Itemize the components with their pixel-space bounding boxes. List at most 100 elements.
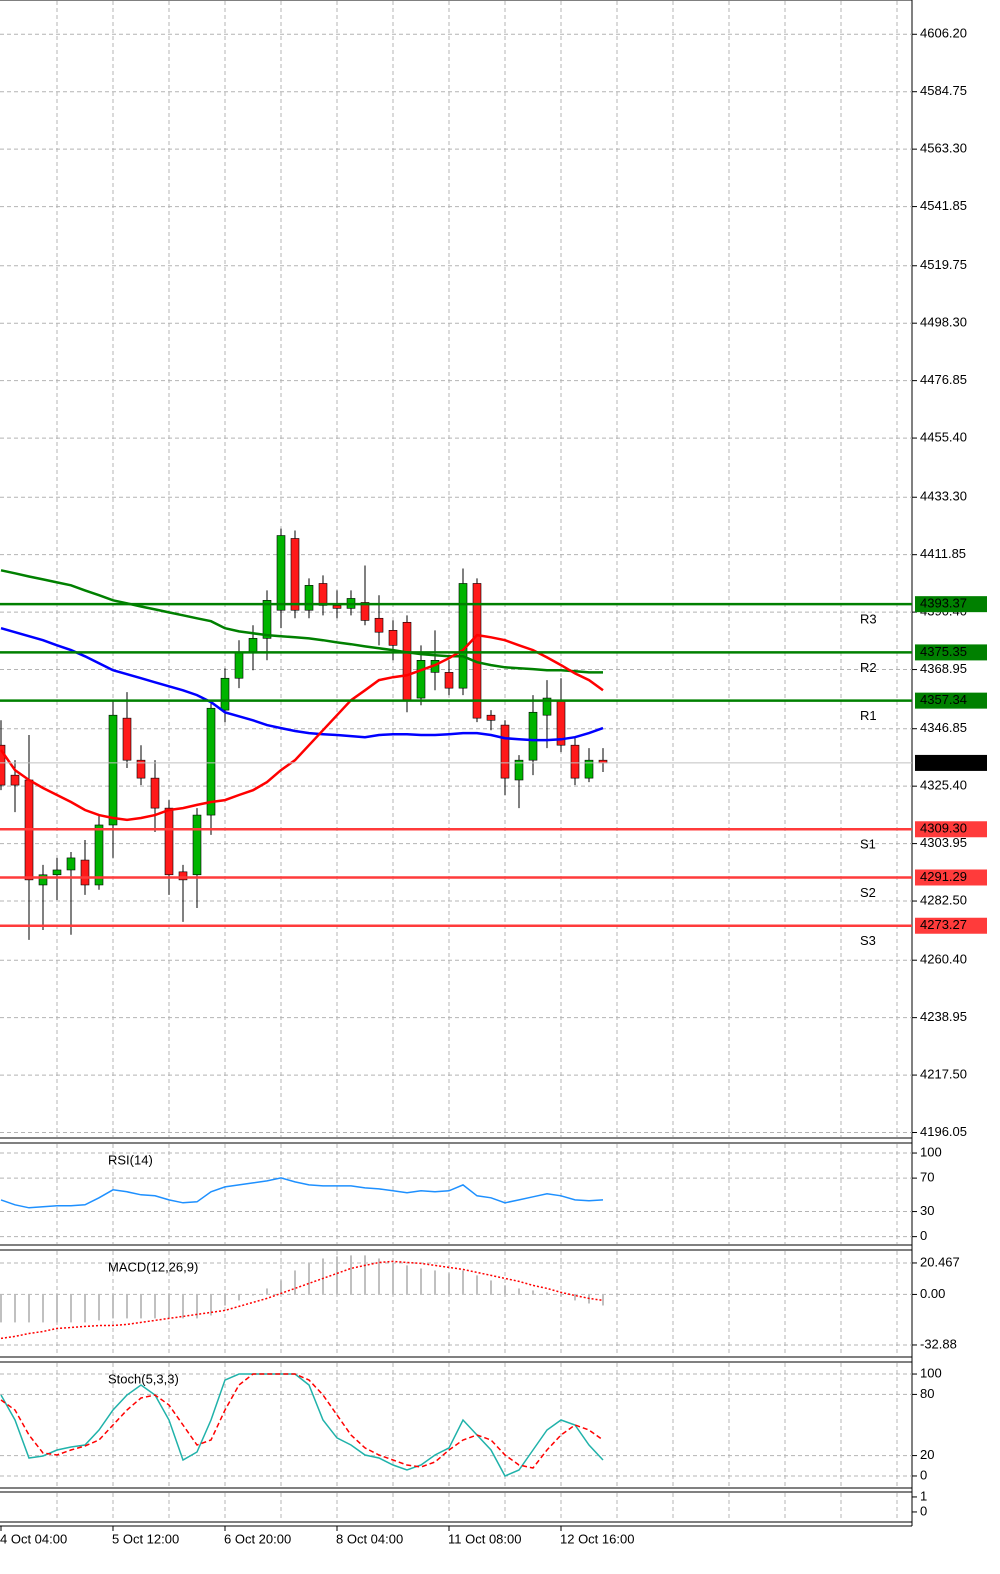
candle-body (52, 869, 62, 876)
y-tick-label: 0 (920, 1228, 927, 1243)
y-tick-label: 1 (920, 1488, 927, 1503)
histogram-bar (0, 1294, 2, 1323)
candle-body (500, 724, 510, 779)
pivot-level-value: 4375.35 (920, 644, 967, 659)
candle-body (486, 714, 496, 721)
candle-body (80, 859, 90, 886)
pivot-level-name: R1 (860, 708, 877, 723)
y-tick-label: 30 (920, 1203, 934, 1218)
pivot-level-value: 4393.37 (920, 596, 967, 611)
candle-body (136, 759, 146, 779)
candle-body (234, 651, 244, 679)
histogram-bar (420, 1268, 422, 1295)
y-tick-label: 4260.40 (920, 952, 967, 967)
candle-body (38, 874, 48, 886)
y-tick-label: 4455.40 (920, 430, 967, 445)
histogram-bar (378, 1258, 380, 1295)
y-tick-label: 4519.75 (920, 257, 967, 272)
histogram-bar (476, 1275, 478, 1295)
panel-frame (0, 1361, 913, 1489)
y-tick-label: 4411.85 (920, 546, 966, 561)
histogram-bar (238, 1294, 240, 1301)
indicator-title: MACD(12,26,9) (108, 1259, 198, 1274)
histogram-bar (154, 1294, 156, 1319)
x-tick-label: 6 Oct 20:00 (224, 1531, 291, 1546)
pivot-level-value: 4291.29 (920, 869, 967, 884)
pivot-level-name: S3 (860, 933, 876, 948)
pivot-level-value: 4309.30 (920, 821, 967, 836)
histogram-bar (280, 1280, 282, 1295)
histogram-bar (336, 1256, 338, 1295)
histogram-bar (448, 1273, 450, 1295)
x-tick-label: 5 Oct 12:00 (112, 1531, 179, 1546)
histogram-bar (140, 1294, 142, 1319)
candle-body (416, 660, 426, 699)
candle-body (150, 777, 160, 809)
histogram-bar (364, 1255, 366, 1295)
pivot-level-value: 4357.34 (920, 692, 967, 707)
pivot-level-name: S2 (860, 885, 876, 900)
pivot-level-tag (915, 869, 987, 886)
indicator-line (0, 1373, 604, 1477)
y-tick-label: 4346.85 (920, 720, 967, 735)
pivot-level-tag (915, 821, 987, 838)
candle-body (458, 583, 468, 689)
indicator-title: RSI(14) (108, 1152, 153, 1167)
pivot-level-value: 4273.27 (920, 917, 967, 932)
x-tick-label: 12 Oct 16:00 (560, 1531, 634, 1546)
x-tick-label: 8 Oct 04:00 (336, 1531, 403, 1546)
y-tick-label: 4476.85 (920, 372, 967, 387)
candle-body (402, 621, 412, 701)
panel-frame (0, 1142, 913, 1246)
indicator-line (0, 1177, 604, 1209)
histogram-bar (602, 1294, 604, 1306)
candle-body (528, 711, 538, 761)
candle-body (276, 535, 286, 611)
histogram-bar (112, 1294, 114, 1319)
histogram-bar (28, 1294, 30, 1323)
histogram-bar (574, 1294, 576, 1301)
indicator-title: Stoch(5,3,3) (108, 1371, 179, 1386)
y-tick-label: 4498.30 (920, 315, 967, 330)
pivot-level-tag (915, 596, 987, 613)
x-tick-label: 11 Oct 08:00 (448, 1531, 521, 1546)
panel-frame (0, 1491, 913, 1523)
histogram-bar (70, 1294, 72, 1323)
moving-average (0, 633, 604, 822)
histogram-bar (210, 1294, 212, 1316)
candle-body (192, 814, 202, 876)
histogram-bar (546, 1292, 548, 1295)
y-tick-label: 70 (920, 1170, 934, 1185)
candle-body (318, 583, 328, 606)
y-tick-label: 80 (920, 1386, 934, 1401)
moving-average (0, 569, 603, 674)
candle-body (360, 602, 370, 621)
candle-body (94, 824, 104, 886)
histogram-bar (14, 1294, 16, 1323)
histogram-bar (182, 1294, 184, 1319)
y-tick-label: -32.88 (920, 1336, 957, 1351)
candle-body (122, 717, 132, 761)
candle-body (444, 672, 454, 689)
histogram-bar (392, 1262, 394, 1295)
candle-body (248, 638, 258, 653)
candle-body (472, 583, 482, 719)
y-tick-label: 4196.05 (920, 1124, 967, 1139)
histogram-bar (462, 1270, 464, 1295)
histogram-bar (490, 1280, 492, 1295)
candle-body (514, 759, 524, 781)
candle-body (262, 600, 272, 639)
histogram-bar (84, 1294, 86, 1323)
indicator-line (0, 1373, 604, 1469)
histogram-bar (322, 1258, 324, 1295)
y-tick-label: 4325.40 (920, 778, 967, 793)
candle-body (374, 617, 384, 633)
y-tick-label: 0.00 (920, 1286, 945, 1301)
y-tick-label: 4217.50 (920, 1067, 967, 1082)
histogram-bar (434, 1270, 436, 1295)
y-tick-label: 20 (920, 1447, 934, 1462)
histogram-bar (560, 1294, 562, 1297)
y-tick-label: 4238.95 (920, 1009, 967, 1024)
